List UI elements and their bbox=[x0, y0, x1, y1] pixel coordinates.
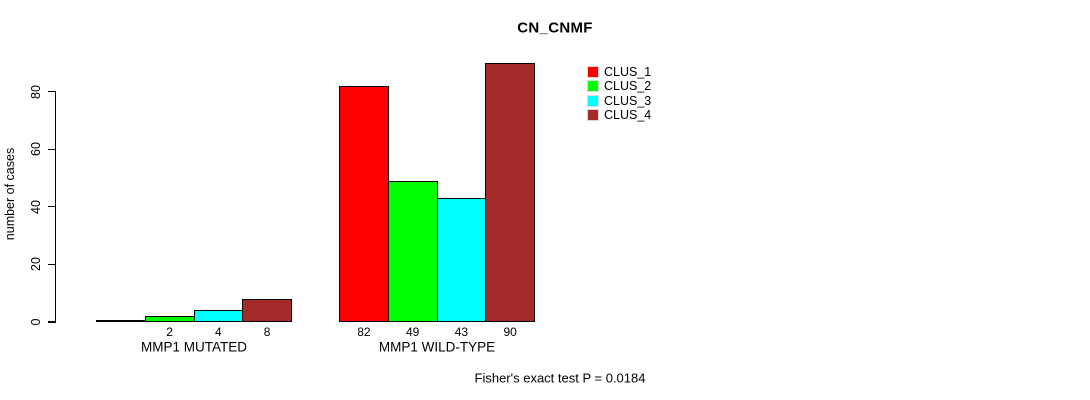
legend-item: CLUS_1 bbox=[588, 65, 652, 79]
bar-value-label: 49 bbox=[405, 325, 420, 339]
bar-value-label: 4 bbox=[215, 325, 222, 339]
fisher-test-note: Fisher's exact test P = 0.0184 bbox=[474, 370, 646, 386]
legend-label: CLUS_1 bbox=[604, 65, 652, 79]
y-axis-tick-label: 20 bbox=[29, 257, 43, 272]
bar-value-label: 2 bbox=[166, 325, 173, 339]
legend-item: CLUS_4 bbox=[588, 108, 652, 123]
bar-clus-1 bbox=[96, 320, 146, 322]
legend-swatch-clus-1 bbox=[588, 67, 598, 77]
y-axis-tick bbox=[47, 90, 55, 93]
bar-value-label: 8 bbox=[263, 325, 271, 339]
bar-value-label: 82 bbox=[357, 325, 371, 339]
legend-swatch-clus-2 bbox=[588, 81, 598, 92]
bar-clus-2 bbox=[387, 181, 438, 322]
legend-label: CLUS_4 bbox=[604, 108, 652, 123]
y-axis-tick bbox=[47, 263, 55, 266]
bar-clus-4 bbox=[242, 299, 292, 322]
legend-item: CLUS_3 bbox=[588, 93, 652, 108]
bar-clus-2 bbox=[144, 316, 195, 322]
legend-swatch-clus-3 bbox=[588, 95, 598, 106]
legend-label: CLUS_3 bbox=[604, 93, 652, 108]
y-axis-tick-label: 0 bbox=[29, 318, 43, 326]
group-label: MMP1 MUTATED bbox=[141, 339, 247, 355]
y-axis-tick bbox=[47, 321, 55, 323]
bar-value-label: 43 bbox=[454, 325, 469, 339]
legend-item: CLUS_2 bbox=[588, 79, 652, 94]
y-axis-tick-label: 80 bbox=[29, 84, 43, 99]
bar-value-label: 90 bbox=[503, 325, 517, 339]
legend-label: CLUS_2 bbox=[604, 79, 652, 94]
y-axis-tick bbox=[47, 206, 55, 208]
legend-swatch-clus-4 bbox=[588, 110, 598, 121]
group-label: MMP1 WILD-TYPE bbox=[378, 339, 496, 355]
y-axis-line bbox=[54, 90, 56, 323]
bar-clus-3 bbox=[193, 310, 244, 322]
y-axis-tick-label: 60 bbox=[29, 142, 43, 157]
bar-clus-4 bbox=[485, 63, 535, 322]
y-axis-tick bbox=[47, 148, 55, 150]
y-axis-tick-label: 40 bbox=[29, 199, 43, 214]
chart-title: CN_CNMF bbox=[517, 19, 593, 37]
bar-clus-1 bbox=[339, 86, 389, 322]
y-axis-title: number of cases bbox=[3, 147, 17, 241]
bar-clus-3 bbox=[436, 198, 487, 322]
